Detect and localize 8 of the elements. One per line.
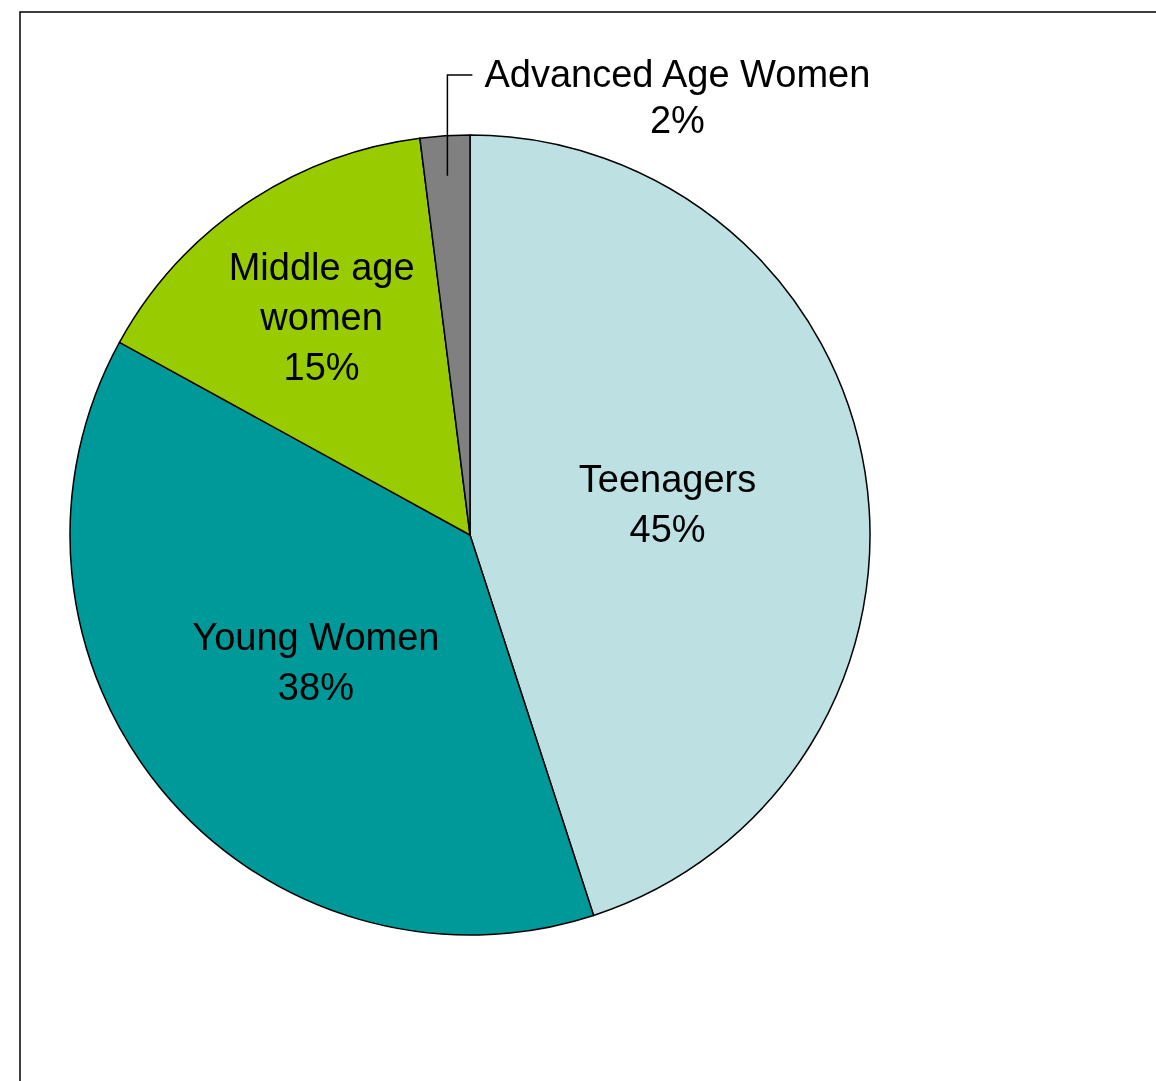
slice-label: Middle age women xyxy=(228,245,415,338)
slice-label: Young Women xyxy=(192,616,440,659)
data-label: 45% xyxy=(629,507,706,550)
slice-label: Advanced Age Women xyxy=(484,53,871,95)
data-label: 2% xyxy=(649,99,705,141)
slice-label: Teenagers xyxy=(578,457,757,500)
data-label: 38% xyxy=(277,666,354,709)
data-label: 15% xyxy=(283,345,360,388)
